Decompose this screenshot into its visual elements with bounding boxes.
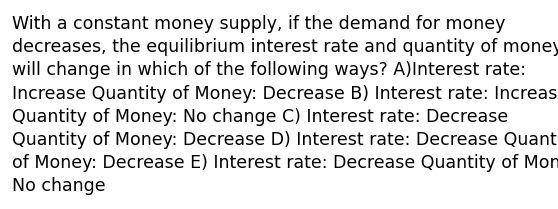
Text: Quantity of Money: No change C) Interest rate: Decrease: Quantity of Money: No change C) Interest…	[12, 108, 508, 126]
Text: of Money: Decrease E) Interest rate: Decrease Quantity of Money:: of Money: Decrease E) Interest rate: Dec…	[12, 154, 558, 172]
Text: No change: No change	[12, 177, 105, 195]
Text: decreases, the equilibrium interest rate and quantity of money: decreases, the equilibrium interest rate…	[12, 38, 558, 56]
Text: will change in which of the following ways? A)Interest rate:: will change in which of the following wa…	[12, 61, 526, 79]
Text: Increase Quantity of Money: Decrease B) Interest rate: Increase: Increase Quantity of Money: Decrease B) …	[12, 85, 558, 103]
Text: Quantity of Money: Decrease D) Interest rate: Decrease Quantity: Quantity of Money: Decrease D) Interest …	[12, 131, 558, 149]
Text: With a constant money supply, if the demand for money: With a constant money supply, if the dem…	[12, 15, 506, 33]
